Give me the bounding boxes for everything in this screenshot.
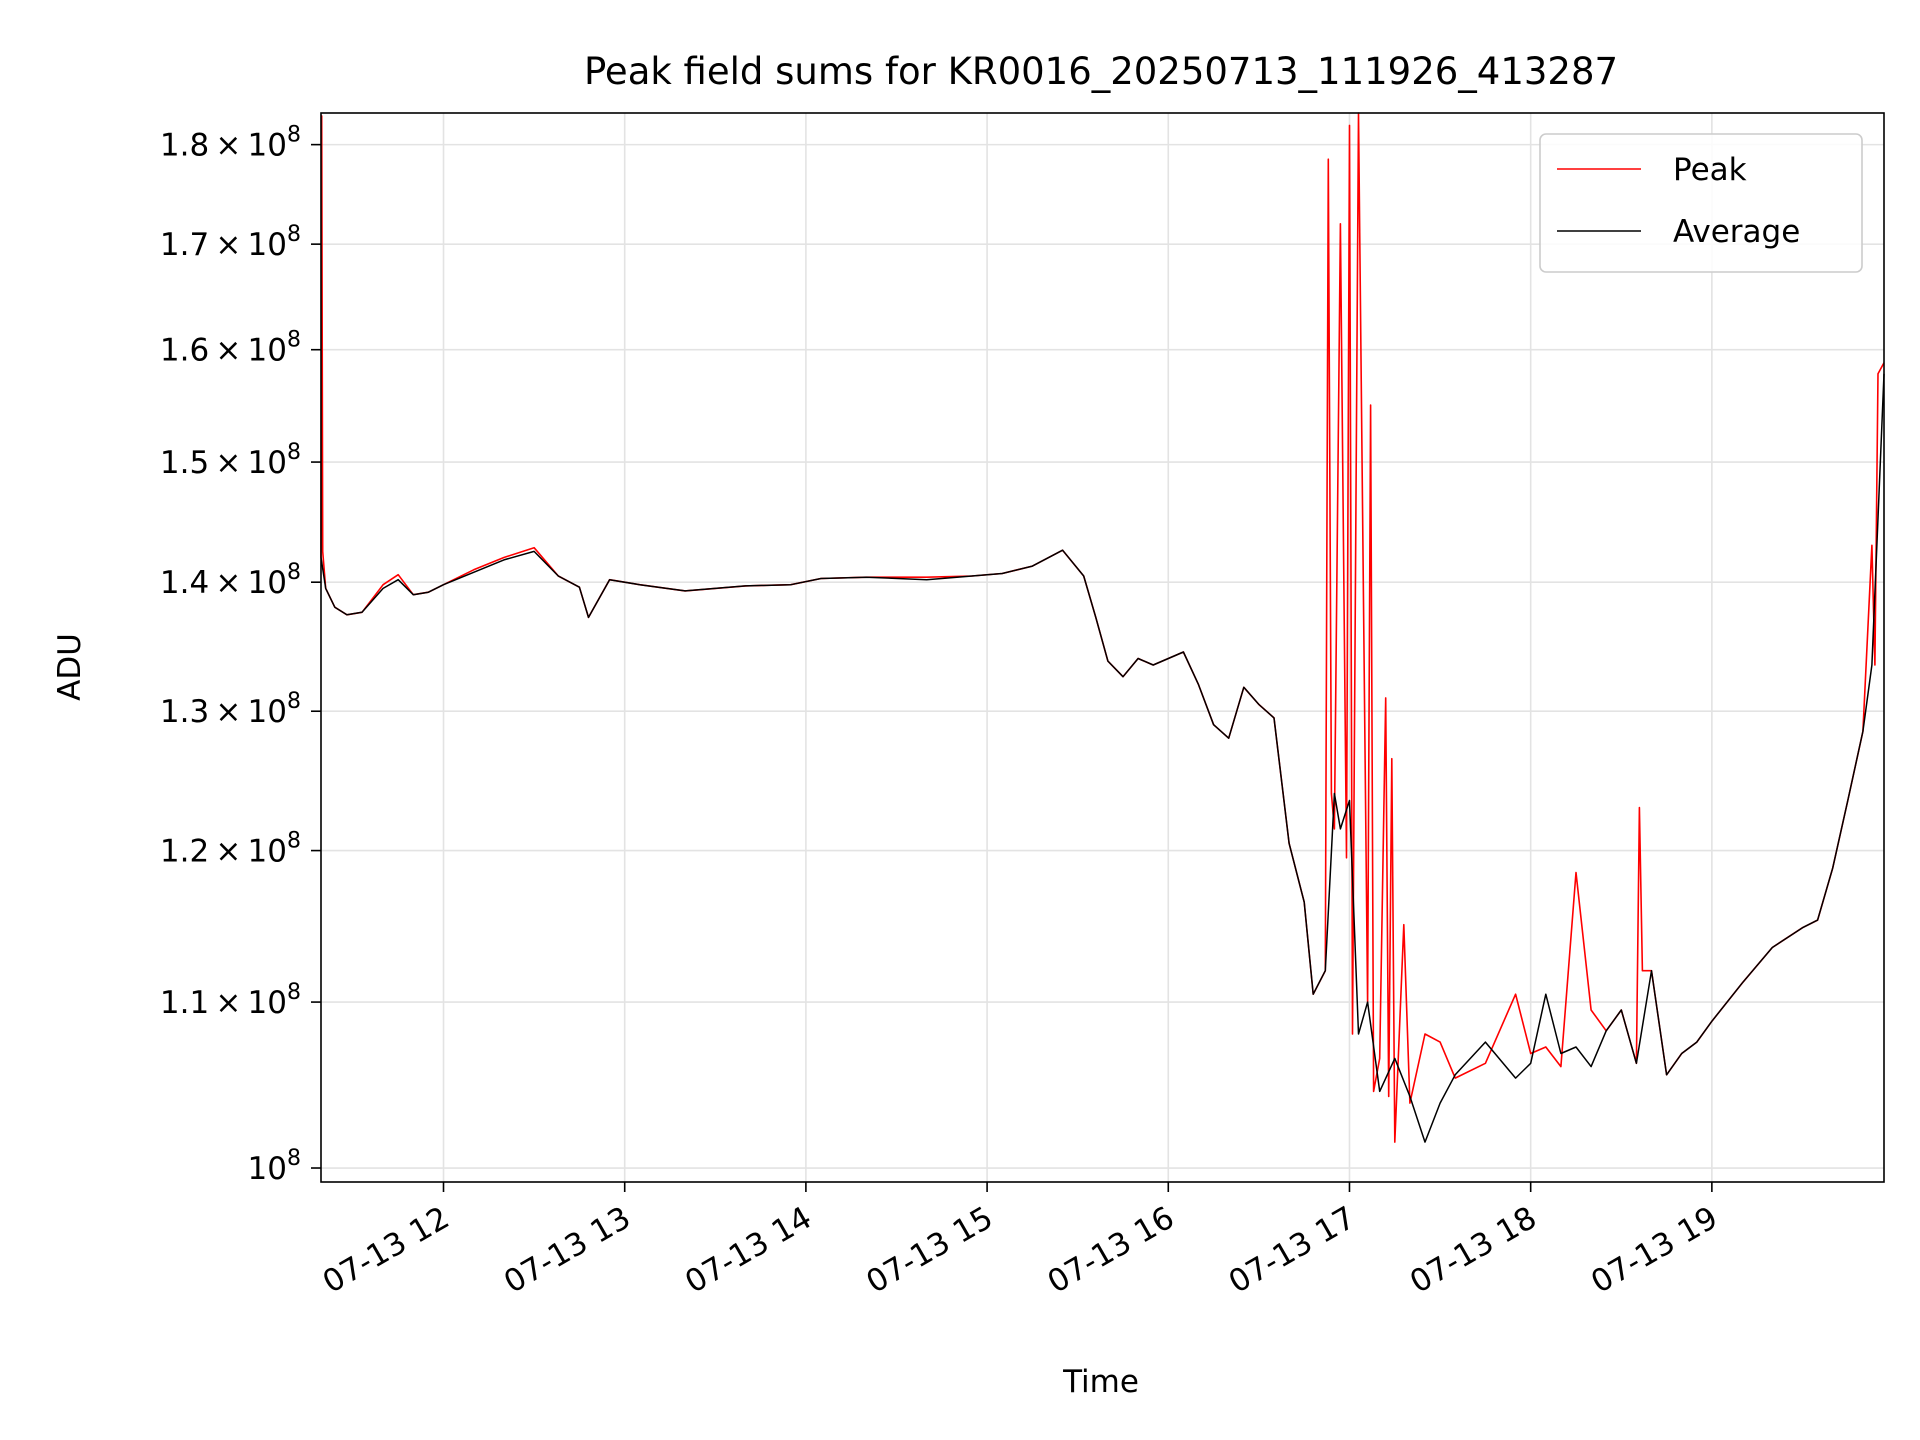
- y-tick-label: 1.7 × 108: [160, 222, 301, 263]
- y-tick-label: 1.2 × 108: [160, 829, 301, 870]
- y-tick-label: 1.5 × 108: [160, 440, 301, 481]
- grid-lines: [321, 113, 1884, 1182]
- x-axis-label: Time: [1062, 1364, 1139, 1400]
- y-axis-label: ADU: [52, 633, 88, 701]
- plot-area-frame: [320, 112, 1885, 1183]
- series-line-average: [320, 373, 1885, 1143]
- series-layer: [320, 112, 1885, 1143]
- y-tick-label: 1.8 × 108: [160, 123, 301, 164]
- y-tick-label: 1.1 × 108: [160, 980, 301, 1021]
- chart-title: Peak field sums for KR0016_20250713_1119…: [584, 50, 1618, 93]
- legend-label-peak: Peak: [1673, 152, 1747, 188]
- y-axis-ticks: 108 1.1 × 108 1.2 × 108 1.3 × 108 1.4 × 108 1…: [160, 123, 321, 1187]
- y-tick-label: 1.6 × 108: [160, 328, 301, 369]
- y-tick-label: 1.4 × 108: [160, 560, 301, 601]
- y-tick-label: 108: [248, 1146, 301, 1187]
- legend-label-average: Average: [1673, 214, 1800, 250]
- y-tick-label: 1.3 × 108: [160, 689, 301, 730]
- legend: Peak Average: [1539, 133, 1863, 273]
